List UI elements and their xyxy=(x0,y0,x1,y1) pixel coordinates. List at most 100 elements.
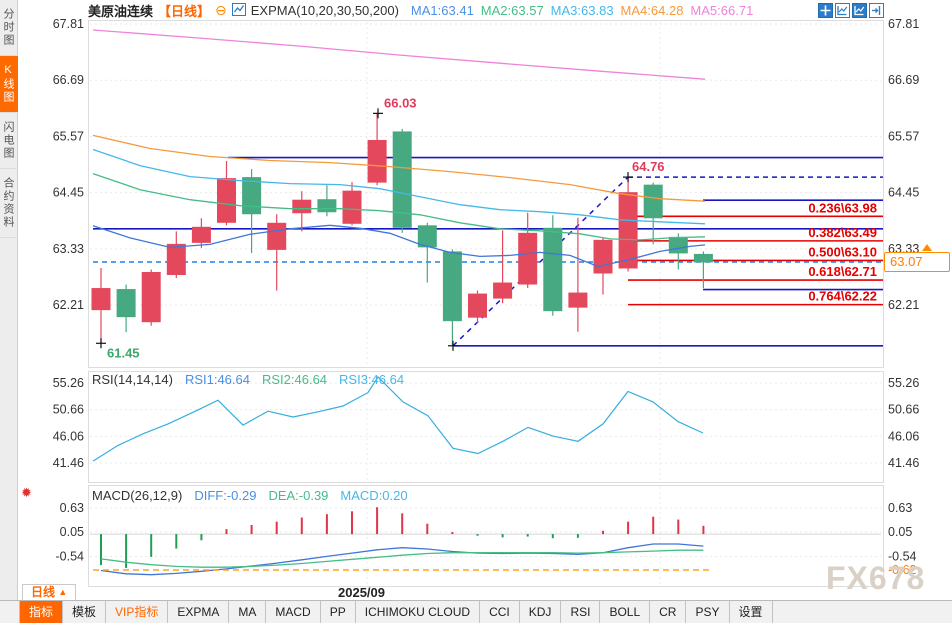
main-chart-header: 美原油连续 【日线】 ⊖ EXPMA(10,20,30,50,200) MA1:… xyxy=(88,2,753,19)
macd-value-label: DEA:-0.39 xyxy=(268,488,329,503)
axis-label: 64.45 xyxy=(888,186,919,200)
rsi-title: RSI(14,14,14) xyxy=(92,372,173,387)
ema-line-MA3 xyxy=(92,148,706,225)
axis-label: 67.81 xyxy=(53,17,84,31)
rsi-value-label: RSI1:46.64 xyxy=(184,372,250,387)
rsi-value-label: RSI3:46.64 xyxy=(339,372,405,387)
rsi-values: RSI1:46.64 RSI2:46.64 RSI3:46.64 xyxy=(185,372,404,387)
axis-label: 62.21 xyxy=(53,298,84,312)
indicator-toolbar: 指标 模板 VIP指标 EXPMA MA MACD PP ICHIMOKU CLOUD CCI K… xyxy=(0,600,952,623)
tab-VIP指标[interactable]: VIP指标 xyxy=(106,601,169,623)
indicator-title: EXPMA(10,20,30,50,200) xyxy=(250,3,399,18)
rsi-line xyxy=(92,376,704,462)
ma-value-label: MA2:63.57 xyxy=(480,3,544,18)
axis-label: 55.26 xyxy=(888,376,919,390)
sidebar-item-合约资料[interactable]: 合约资料 xyxy=(0,169,18,238)
axis-label: 0.05 xyxy=(888,525,912,539)
axis-label: 65.57 xyxy=(888,129,919,143)
axis-label: 62.21 xyxy=(888,298,919,312)
tab-KDJ[interactable]: KDJ xyxy=(520,601,562,623)
tab-设置[interactable]: 设置 xyxy=(730,601,773,623)
ma-value-label: MA1:63.41 xyxy=(410,3,474,18)
axis-label: 66.69 xyxy=(53,73,84,87)
last-price-tag: 63.07 xyxy=(884,252,950,272)
axis-label: -0.54 xyxy=(888,549,917,563)
pan-crosshair-icon[interactable] xyxy=(818,3,833,18)
sidebar-item-闪电图[interactable]: 闪电图 xyxy=(0,113,18,169)
price-up-arrow-icon xyxy=(922,244,932,251)
tab-模板[interactable]: 模板 xyxy=(63,601,107,623)
tab-ICHIMOKU CLOUD[interactable]: ICHIMOKU CLOUD xyxy=(356,601,481,623)
ema-line-MA4 xyxy=(92,134,706,202)
macd-value-label: DIFF:-0.29 xyxy=(194,488,257,503)
rsi-header: RSI(14,14,14) RSI1:46.64 RSI2:46.64 RSI3:4… xyxy=(92,372,404,387)
date-row: 日线 ▲ 2025/09 xyxy=(0,584,952,600)
last-price-value: 63.07 xyxy=(890,254,923,269)
tab-MA[interactable]: MA xyxy=(229,601,267,623)
candles-layer xyxy=(91,113,713,346)
fib-level-label: 0.764\62.22 xyxy=(808,289,877,304)
ma-value-label: MA3:63.83 xyxy=(550,3,614,18)
macd-dea-line xyxy=(100,549,704,568)
window-icons xyxy=(818,3,884,18)
tab-CR[interactable]: CR xyxy=(650,601,687,623)
price-annotation: 61.45 xyxy=(107,345,140,360)
tab-EXPMA[interactable]: EXPMA xyxy=(168,601,230,623)
axis-label: 0.05 xyxy=(60,525,84,539)
axis-label: 0.63 xyxy=(60,501,84,515)
fib-level-label: 0.236\63.98 xyxy=(808,200,877,215)
period-label: 日线 xyxy=(31,585,56,599)
collapse-icon[interactable]: ⊖ xyxy=(215,2,227,18)
sidebar-item-分时图[interactable]: 分时图 xyxy=(0,0,18,56)
x-axis-date-label: 2025/09 xyxy=(338,585,385,600)
tab-PSY[interactable]: PSY xyxy=(686,601,730,623)
axis-range-blue-icon[interactable] xyxy=(852,3,867,18)
axis-label: 41.46 xyxy=(53,456,84,470)
chart-type-sidebar: 分时图 K线图 闪电图 合约资料 xyxy=(0,0,18,600)
exit-chart-icon[interactable] xyxy=(869,3,884,18)
tab-BOLL[interactable]: BOLL xyxy=(600,601,651,623)
indicator-chart-icon xyxy=(231,2,246,19)
fib-level-label: 0.618\62.71 xyxy=(808,264,877,279)
axis-label: 55.26 xyxy=(53,376,84,390)
symbol-title: 美原油连续 xyxy=(88,4,154,19)
axis-label: 0.63 xyxy=(888,501,912,515)
axis-label: 63.33 xyxy=(53,242,84,256)
axis-label: 67.81 xyxy=(888,17,919,31)
toolbar-spacer xyxy=(0,601,20,623)
price-annotation: 66.03 xyxy=(384,95,417,110)
watermark: FX678 xyxy=(826,560,926,596)
macd-title: MACD(26,12,9) xyxy=(92,488,183,503)
fib-level-label: 0.500\63.10 xyxy=(808,244,877,259)
tab-指标[interactable]: 指标 xyxy=(20,601,64,623)
macd-settings-icon[interactable]: ✹ xyxy=(21,485,32,500)
ma-value-label: MA4:64.28 xyxy=(620,3,684,18)
axis-label: 46.06 xyxy=(53,429,84,443)
period-tag: 【日线】 xyxy=(158,4,211,19)
macd-header: MACD(26,12,9) DIFF:-0.29 DEA:-0.39 MACD:0.… xyxy=(92,488,408,503)
tab-RSI[interactable]: RSI xyxy=(561,601,601,623)
axis-label: 46.06 xyxy=(888,429,919,443)
tab-PP[interactable]: PP xyxy=(321,601,356,623)
period-selector[interactable]: 日线 ▲ xyxy=(22,584,77,600)
sidebar-item-K线图[interactable]: K线图 xyxy=(0,56,18,113)
tab-MACD[interactable]: MACD xyxy=(266,601,321,623)
axis-label: 50.66 xyxy=(53,403,84,417)
tab-CCI[interactable]: CCI xyxy=(480,601,520,623)
macd-values: DIFF:-0.29 DEA:-0.39 MACD:0.20 xyxy=(194,488,407,503)
axis-label: 66.69 xyxy=(888,73,919,87)
ma-values: MA1:63.41 MA2:63.57 MA3:63.83 MA4:64.28 MA5:… xyxy=(404,3,753,18)
ema-line-MA2 xyxy=(92,172,706,241)
ma-value-label: MA5:66.71 xyxy=(690,3,754,18)
axis-label: 50.66 xyxy=(888,403,919,417)
macd-value-label: MACD:0.20 xyxy=(340,488,408,503)
axis-label: -0.54 xyxy=(56,549,85,563)
price-annotation: 64.76 xyxy=(632,159,665,174)
rsi-value-label: RSI2:46.64 xyxy=(261,372,328,387)
axis-label: 65.57 xyxy=(53,129,84,143)
axis-range-icon[interactable] xyxy=(835,3,850,18)
period-arrow-icon: ▲ xyxy=(58,587,68,597)
